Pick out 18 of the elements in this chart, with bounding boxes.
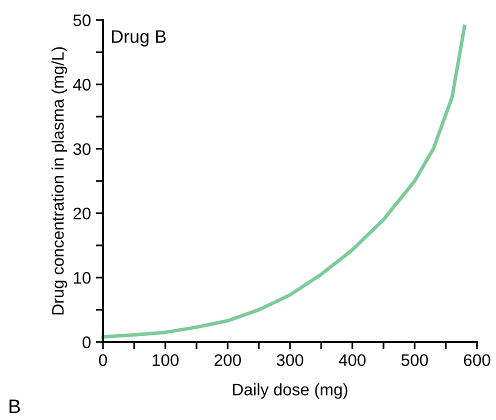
y-tick-label: 20 <box>73 208 91 220</box>
y-tick-label: 40 <box>73 78 91 91</box>
x-tick-label: 100 <box>152 354 179 366</box>
x-tick-label: 400 <box>338 354 366 366</box>
x-tick-label: 200 <box>214 354 241 366</box>
y-tick-label: 30 <box>73 143 91 156</box>
y-tick-label: 10 <box>74 272 91 284</box>
x-tick-label: 0 <box>99 354 107 366</box>
y-tick-label: 0 <box>82 336 91 348</box>
x-axis-title: Daily dose (mg) <box>233 383 348 399</box>
y-axis-title: Drug concentration in plasma (mg/L) <box>52 47 68 314</box>
annotation: Drug B <box>112 30 166 46</box>
x-tick-label: 500 <box>401 354 428 366</box>
x-tick-label: 600 <box>464 354 490 366</box>
text: B <box>10 400 20 414</box>
x-tick-label: 300 <box>276 354 304 366</box>
y-tick-label: 50 <box>73 14 91 26</box>
line-series <box>101 24 466 339</box>
